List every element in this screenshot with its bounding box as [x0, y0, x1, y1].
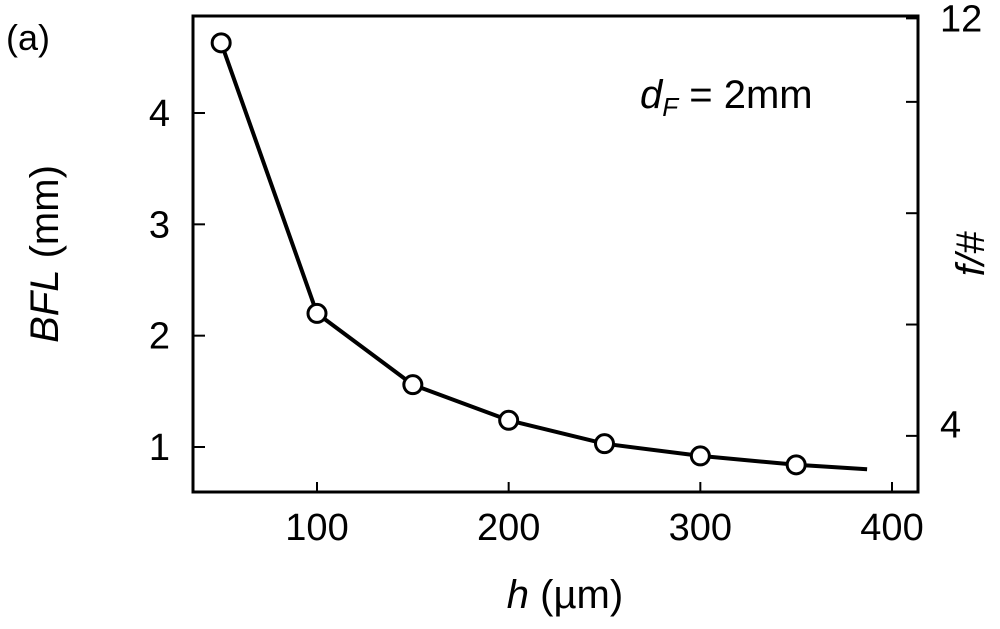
y-tick-label: 2: [149, 316, 170, 358]
y-axis-ticks: 1 2 3 4: [149, 93, 205, 469]
x-axis-ticks: 100 200 300 400: [285, 482, 924, 549]
right-tick-label: 4: [940, 405, 961, 447]
data-points: [210, 32, 807, 476]
data-point: [689, 445, 711, 467]
y-axis-title: BFL (mm): [23, 165, 67, 343]
right-tick-label: 12: [940, 0, 982, 40]
y-tick-label: 4: [149, 93, 170, 135]
series-line: [219, 42, 868, 472]
panel-label: (a): [6, 17, 50, 58]
right-axis-title: f/#: [949, 231, 993, 276]
y-tick-label: 3: [149, 204, 170, 246]
annotation: dF = 2mm: [640, 73, 813, 122]
data-point: [210, 32, 232, 54]
data-point: [785, 454, 807, 476]
data-point: [594, 433, 615, 455]
x-tick-label: 200: [477, 507, 540, 549]
data-point: [498, 409, 520, 431]
plot-frame: [191, 14, 920, 494]
right-axis-ticks: 12 4: [906, 0, 982, 447]
y-tick-label: 1: [149, 427, 170, 469]
x-tick-label: 100: [285, 507, 348, 549]
data-point: [402, 374, 424, 396]
x-tick-label: 300: [669, 507, 732, 549]
x-tick-label: 400: [860, 507, 923, 549]
data-point: [306, 302, 328, 324]
x-axis-title: h (µm): [507, 573, 623, 617]
